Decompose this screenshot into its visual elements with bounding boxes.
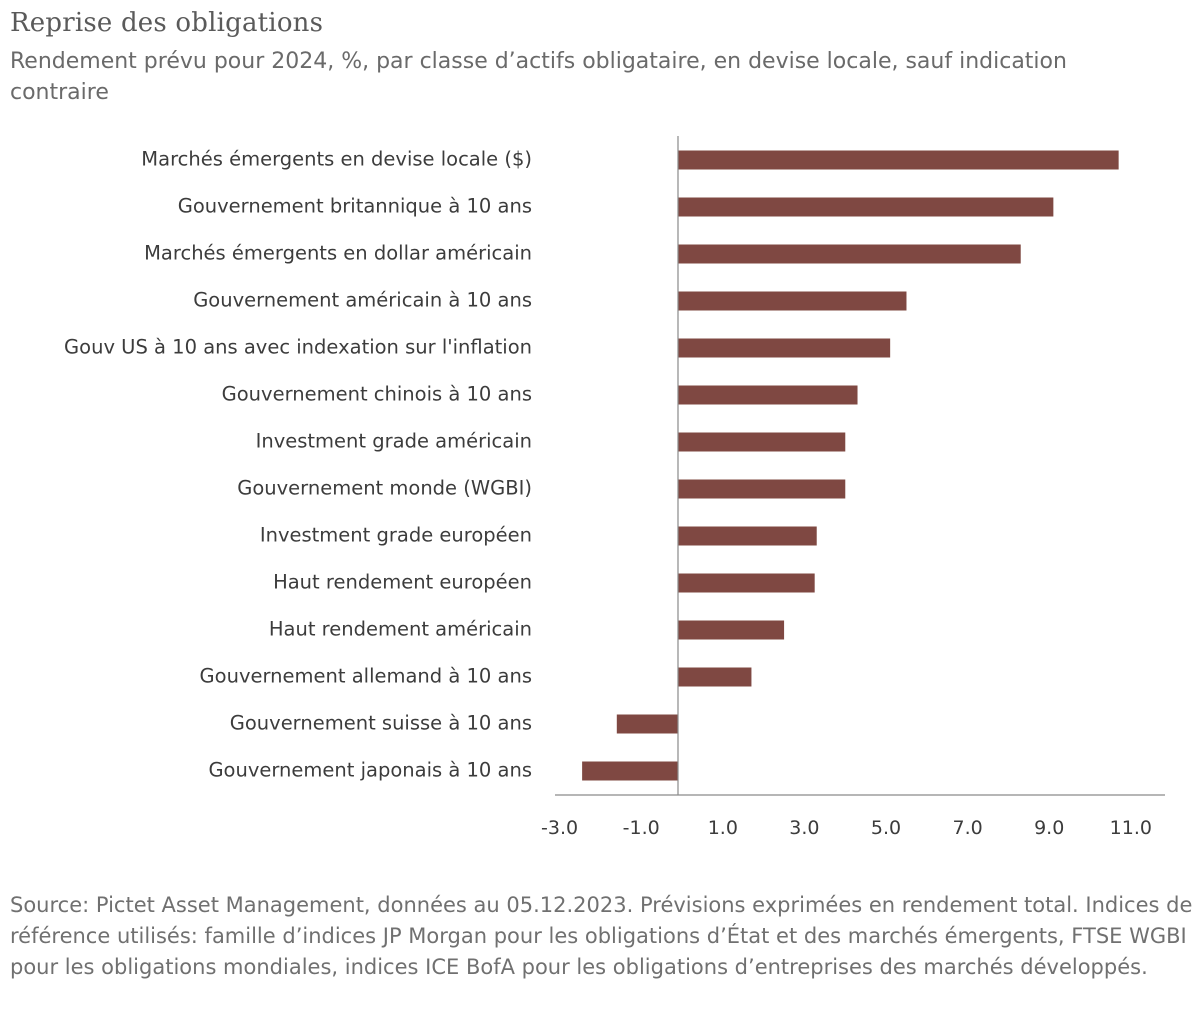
x-tick-label-0: -3.0 — [541, 817, 578, 839]
category-label-12: Gouvernement suisse à 10 ans — [230, 712, 532, 735]
bar-10 — [678, 620, 785, 640]
category-label-9: Haut rendement européen — [273, 571, 532, 594]
bar-9 — [678, 573, 815, 593]
bar-1 — [678, 197, 1054, 217]
x-tick-label-4: 5.0 — [871, 817, 901, 839]
category-label-6: Investment grade américain — [256, 430, 532, 453]
bar-12 — [616, 714, 678, 734]
category-label-3: Gouvernement américain à 10 ans — [193, 289, 532, 312]
bar-chart: Marchés émergents en devise locale ($) Go… — [64, 136, 1165, 839]
bar-6 — [678, 432, 846, 452]
x-tick-label-3: 3.0 — [789, 817, 819, 839]
x-tick-label-2: 1.0 — [708, 817, 738, 839]
x-tick-label-7: 11.0 — [1110, 817, 1152, 839]
category-label-1: Gouvernement britannique à 10 ans — [178, 195, 532, 218]
category-label-0: Marchés émergents en devise locale ($) — [141, 148, 532, 171]
bar-2 — [678, 244, 1021, 264]
category-label-4: Gouv US à 10 ans avec indexation sur l'i… — [64, 336, 532, 359]
bar-13 — [582, 761, 678, 781]
x-tick-label-6: 9.0 — [1034, 817, 1064, 839]
bar-11 — [678, 667, 752, 687]
bar-4 — [678, 338, 891, 358]
source-note: Source: Pictet Asset Management, données… — [10, 893, 1193, 979]
category-label-2: Marchés émergents en dollar américain — [144, 242, 532, 265]
category-label-11: Gouvernement allemand à 10 ans — [200, 665, 532, 688]
bar-5 — [678, 385, 858, 405]
category-label-5: Gouvernement chinois à 10 ans — [222, 383, 532, 406]
bar-7 — [678, 479, 846, 499]
category-label-13: Gouvernement japonais à 10 ans — [208, 759, 532, 782]
bar-0 — [678, 150, 1119, 170]
category-label-10: Haut rendement américain — [269, 618, 532, 641]
x-tick-label-1: -1.0 — [623, 817, 660, 839]
chart-subtitle: Rendement prévu pour 2024, %, par classe… — [10, 49, 1067, 105]
bar-8 — [678, 526, 817, 546]
chart-title: Reprise des obligations — [10, 8, 324, 38]
category-label-7: Gouvernement monde (WGBI) — [237, 477, 532, 500]
category-label-8: Investment grade européen — [260, 524, 532, 547]
x-tick-label-5: 7.0 — [952, 817, 982, 839]
bar-3 — [678, 291, 907, 311]
